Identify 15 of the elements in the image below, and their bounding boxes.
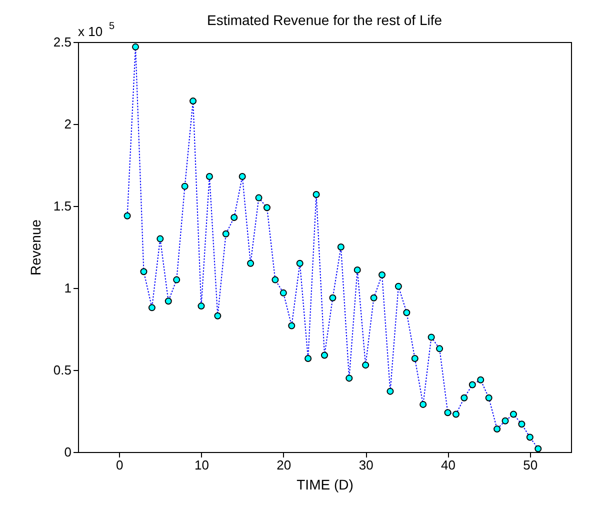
x-axis-title: TIME (D) <box>296 476 354 492</box>
x-tick-label: 40 <box>441 458 456 472</box>
x-tick-label: 10 <box>194 458 209 472</box>
y-axis-title: Revenue <box>27 219 44 276</box>
x-tick-label: 50 <box>523 458 538 472</box>
y-tick-label: 2.5 <box>53 34 72 50</box>
chart-title: Estimated Revenue for the rest of Life <box>206 12 442 28</box>
y-tick-label: 0.5 <box>53 362 72 378</box>
y-tick-label: 1 <box>64 280 72 296</box>
x-tick-label: 30 <box>358 458 374 472</box>
x-tick-label: 20 <box>276 458 292 472</box>
x-tick-label: 0 <box>116 458 124 472</box>
y-tick-label: 1.5 <box>53 198 72 214</box>
y-tick-label: 0 <box>64 444 72 460</box>
y-tick-label: 2 <box>64 116 72 132</box>
